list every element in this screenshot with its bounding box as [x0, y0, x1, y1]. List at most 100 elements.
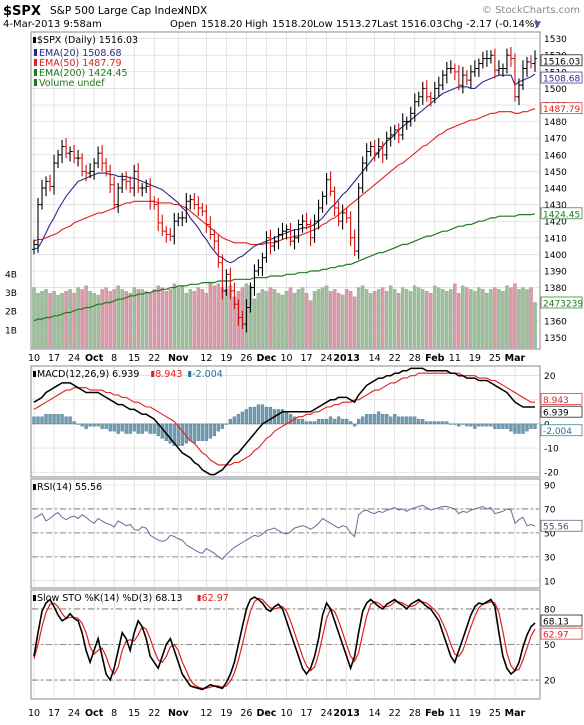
macd-histogram-bar: [316, 418, 321, 425]
macd-histogram-bar: [336, 416, 341, 425]
macd-histogram-bar: [188, 423, 192, 441]
volume-bar: [44, 289, 48, 349]
volume-bar: [192, 291, 197, 349]
sto-d-line: [33, 597, 536, 689]
volume-bar: [368, 292, 373, 349]
legend-entry: RSI(14) 55.56: [37, 482, 102, 493]
macd-histogram-bar: [212, 423, 217, 437]
x-tick-label: Dec: [256, 708, 276, 719]
y-tick-label: -10: [544, 445, 559, 455]
last-value: 1516.03: [401, 19, 442, 30]
macd-histogram-bar: [268, 406, 273, 425]
volume-bar: [84, 285, 88, 349]
volume-bar: [152, 289, 156, 349]
macd-histogram-bar: [312, 421, 317, 425]
volume-bar: [477, 287, 481, 349]
macd-histogram-bar: [509, 423, 513, 432]
legend-entry: 62.97: [202, 593, 229, 604]
chg-down-arrow-icon: ▼: [534, 20, 541, 30]
volume-bar: [300, 287, 305, 349]
sto-value-tag-box: [540, 627, 583, 640]
macd-histogram-bar: [445, 421, 449, 425]
x-axis-top: 10 17 24 Oct 8 15 22 Nov 12 19 26 Dec 10 17 24 2013 14 22…: [28, 353, 526, 364]
macd-histogram-bar: [276, 409, 281, 425]
volume-bar: [332, 289, 337, 349]
legend-entry: $SPX (Daily) 1516.03: [37, 35, 138, 46]
volume-bar: [264, 291, 269, 349]
x-tick-label: 25: [489, 708, 501, 719]
x-tick-label: Nov: [168, 353, 189, 364]
volume-bar: [100, 289, 104, 349]
y-tick-label: 1360: [544, 317, 567, 327]
macd-histogram-bar: [244, 409, 249, 425]
legend-entry: Volume undef: [39, 78, 105, 89]
macd-histogram-bar: [328, 416, 333, 425]
macd-histogram-bar: [413, 416, 417, 425]
macd-value-tag: 6.939: [543, 409, 569, 419]
volume-tick-label: 3B: [5, 289, 17, 299]
volume-bar: [417, 287, 421, 349]
macd-histogram-bar: [505, 423, 509, 429]
volume-tick-label: 2B: [5, 308, 17, 318]
volume-bar: [80, 289, 84, 349]
x-tick-label: 14: [369, 708, 381, 719]
macd-histogram-bar: [132, 423, 136, 432]
x-tick-label: 10: [280, 708, 292, 719]
volume-bar: [116, 285, 120, 349]
volume-bar: [473, 291, 477, 349]
macd-histogram-bar: [40, 416, 44, 425]
volume-bar: [433, 285, 437, 349]
volume-bar: [529, 287, 533, 349]
price-value-tag: 2473239: [543, 299, 583, 309]
x-tick-label: 14: [369, 353, 381, 364]
volume-bar: [72, 292, 76, 349]
volume-bar: [136, 289, 140, 349]
macd-histogram-bar: [497, 423, 501, 429]
y-tick-label: 1380: [544, 284, 567, 294]
macd-histogram-bar: [220, 423, 225, 429]
volume-bar: [172, 283, 177, 349]
volume-bar: [489, 289, 493, 349]
macd-histogram-bar: [80, 423, 84, 427]
macd-histogram-bar: [373, 414, 377, 425]
y-tick-label: 30: [544, 553, 556, 563]
symbol: $SPX: [3, 4, 41, 19]
volume-bar: [128, 292, 132, 349]
volume-bar: [384, 291, 389, 349]
price-value-tag-box: [540, 207, 583, 220]
rsi-line: [33, 504, 536, 560]
macd-histogram-bar: [64, 416, 68, 425]
macd-histogram-bar: [88, 423, 92, 427]
macd-histogram-bar: [36, 416, 40, 425]
volume-bar: [224, 289, 229, 349]
volume-bar: [513, 283, 517, 349]
volume-bar: [208, 281, 213, 349]
volume-bar: [413, 285, 417, 349]
volume-bar: [272, 289, 277, 349]
rsi-value-tag-box: [540, 519, 583, 532]
macd-value-tag-box: [540, 405, 583, 418]
macd-histogram-bar: [72, 421, 76, 425]
x-tick-label: 12: [200, 353, 212, 364]
volume-bar: [429, 292, 433, 349]
y-tick-label: 1450: [544, 168, 567, 178]
macd-histogram-bar: [449, 423, 453, 425]
macd-histogram-bar: [200, 423, 204, 441]
legend-swatch: [34, 69, 37, 76]
x-tick-label: Nov: [168, 708, 189, 719]
macd-histogram-bar: [100, 423, 104, 429]
volume-bar: [56, 294, 60, 349]
macd-histogram-bar: [264, 406, 269, 425]
volume-bar: [148, 292, 152, 349]
macd-histogram-bar: [288, 414, 293, 425]
macd-histogram-bar: [441, 421, 445, 425]
volume-bar: [380, 287, 385, 349]
y-tick-label: 70: [544, 505, 556, 515]
open-value: 1518.20: [201, 19, 242, 30]
macd-histogram-bar: [340, 418, 345, 425]
legend-entry: EMA(50) 1487.79: [39, 58, 122, 69]
price-value-tag-box: [540, 71, 583, 84]
macd-histogram-bar: [232, 416, 237, 425]
macd-histogram-bar: [513, 423, 517, 434]
